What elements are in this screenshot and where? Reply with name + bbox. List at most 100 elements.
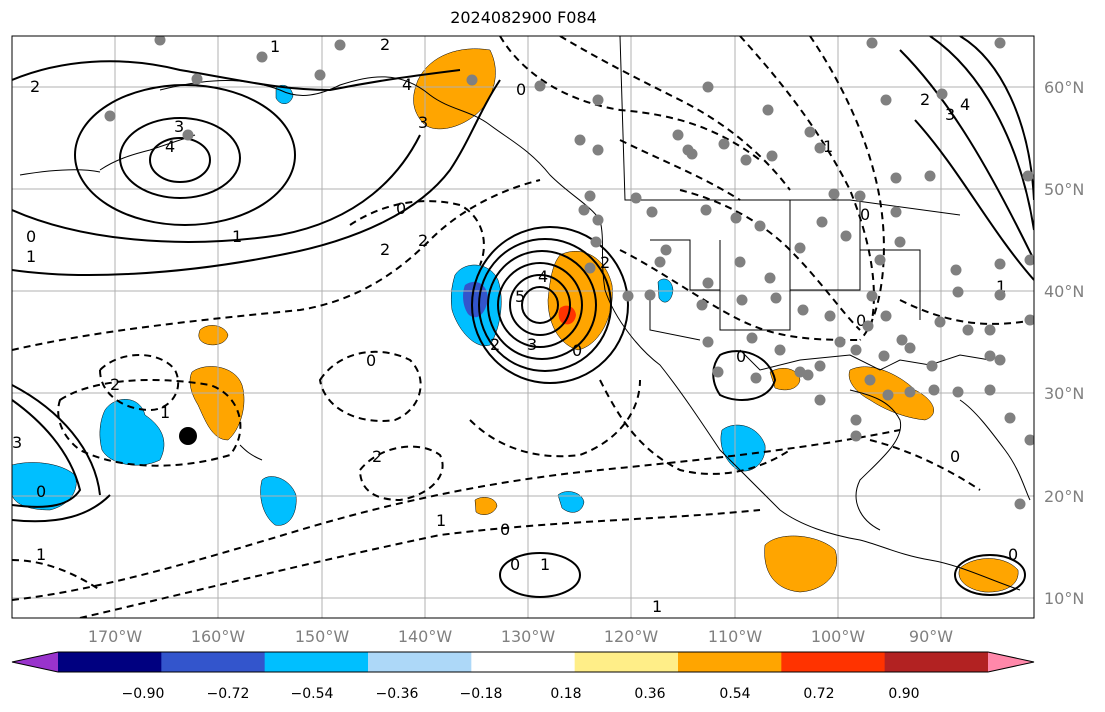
contour-label: 0: [26, 227, 36, 246]
colorbar-extend-high: [988, 652, 1034, 672]
colorbar: [11, 651, 1035, 673]
station-dot: [1024, 254, 1034, 266]
station-dot: [880, 94, 892, 106]
station-dot: [672, 129, 684, 141]
station-dot: [1014, 498, 1026, 510]
contour-label: 4: [402, 75, 412, 94]
lat-tick-label: 20°N: [1044, 487, 1084, 506]
contour-label: 4: [538, 267, 548, 286]
lat-axis: 60°N 50°N 40°N 30°N 20°N 10°N: [1044, 78, 1084, 608]
station-dot: [700, 204, 712, 216]
station-dot: [746, 332, 758, 344]
contour-label: 3: [945, 105, 955, 124]
station-dot: [904, 342, 916, 354]
lon-tick-label: 150°W: [295, 627, 350, 646]
station-dot: [646, 206, 658, 218]
lat-tick-label: 50°N: [1044, 180, 1084, 199]
lon-tick-label: 170°W: [88, 627, 143, 646]
contour-label: 1: [540, 555, 550, 574]
colorbar-labels: −0.90 −0.72 −0.54 −0.36 −0.18 0.18 0.36 …: [122, 686, 920, 702]
station-dot: [702, 277, 714, 289]
shade-orange-east: [547, 251, 613, 351]
station-layer: [104, 36, 1034, 510]
station-dot: [984, 350, 996, 362]
contour-label: 0: [950, 447, 960, 466]
station-dot: [740, 154, 752, 166]
lon-tick-label: 110°W: [708, 627, 763, 646]
shade-blue-small: [557, 491, 585, 513]
station-dot: [894, 236, 906, 248]
contour-label: 0: [860, 205, 870, 224]
colorbar-tick-label: −0.54: [291, 686, 334, 702]
contour-label: 2: [920, 90, 930, 109]
colorbar-segment: [161, 652, 266, 672]
station-dot: [934, 316, 946, 328]
shade-blue-hawaii: [99, 399, 165, 466]
contour-label: 3: [12, 433, 22, 452]
shade-orange-texas: [769, 368, 801, 391]
lon-tick-label: 100°W: [811, 627, 866, 646]
shade-red-east: [558, 305, 576, 325]
station-dot: [592, 214, 604, 226]
lat-tick-label: 60°N: [1044, 78, 1084, 97]
station-dot: [718, 138, 730, 150]
station-dot: [182, 129, 194, 141]
contour-label-layer: 1 2 2 3 4 0 1 1 0 2 2 4 5 3 2 0 0 2 3 4 …: [12, 36, 1018, 616]
shade-orange-small2: [474, 497, 498, 515]
station-dot: [256, 51, 268, 63]
station-dot: [794, 242, 806, 254]
station-dot: [896, 334, 908, 346]
contour-label: 3: [527, 335, 537, 354]
station-dot: [574, 134, 586, 146]
contour-lines-dashed: [12, 36, 1034, 618]
station-dot: [734, 256, 746, 268]
colorbar-extend-low: [12, 652, 58, 672]
station-dot: [926, 360, 938, 372]
station-dot: [994, 354, 1006, 366]
colorbar-tick-label: −0.72: [207, 686, 250, 702]
station-dot: [994, 258, 1006, 270]
station-dot: [736, 294, 748, 306]
contour-label: 0: [1008, 545, 1018, 564]
colorbar-segment: [884, 652, 989, 672]
station-dot: [924, 170, 936, 182]
station-dot: [994, 289, 1006, 301]
station-dot: [834, 336, 846, 348]
station-dot: [797, 304, 809, 316]
station-dot: [1004, 412, 1016, 424]
lat-tick-label: 10°N: [1044, 589, 1084, 608]
contour-label: 0: [856, 311, 866, 330]
station-dot: [578, 204, 590, 216]
graticule: [12, 36, 1034, 618]
contour-label: 1: [823, 137, 833, 156]
contour-label: 2: [418, 231, 428, 250]
station-dot: [878, 350, 890, 362]
colorbar-tick-label: 0.72: [803, 686, 834, 702]
colorbar-segment: [574, 652, 679, 672]
station-dot: [730, 212, 742, 224]
shade-orange-mexico: [764, 535, 837, 593]
station-dot: [880, 310, 892, 322]
station-dot: [840, 230, 852, 242]
station-dot: [702, 81, 714, 93]
contour-label: 2: [380, 240, 390, 259]
station-dot: [936, 88, 948, 100]
station-dot: [702, 336, 714, 348]
station-dot: [890, 172, 902, 184]
shade-blue-mexico: [720, 424, 766, 472]
station-dot: [104, 110, 116, 122]
station-dot: [534, 80, 546, 92]
station-dot: [984, 324, 996, 336]
contour-label: 0: [510, 555, 520, 574]
lat-tick-label: 40°N: [1044, 282, 1084, 301]
contour-label: 0: [396, 199, 406, 218]
contour-label: 1: [270, 37, 280, 56]
station-dot: [1024, 434, 1034, 446]
colorbar-segment: [678, 652, 782, 672]
contour-label: 0: [36, 482, 46, 501]
station-dot: [866, 37, 878, 49]
lat-tick-label: 30°N: [1044, 384, 1084, 403]
station-dot: [584, 262, 596, 274]
station-dot: [814, 360, 826, 372]
